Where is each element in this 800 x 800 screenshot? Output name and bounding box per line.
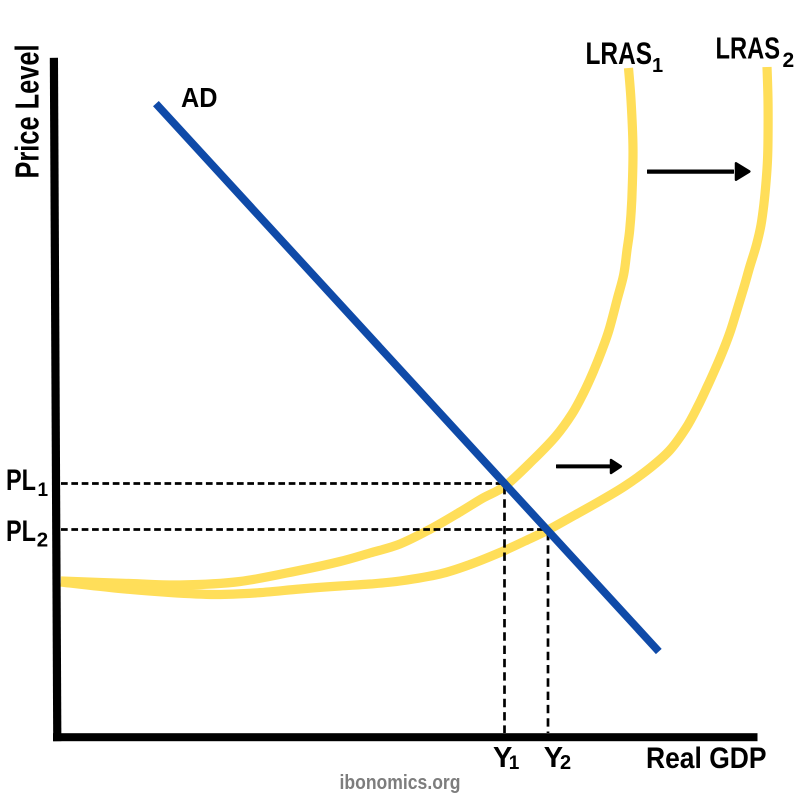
svg-text:LRAS: LRAS	[716, 31, 781, 66]
svg-text:LRAS: LRAS	[586, 35, 653, 71]
svg-text:1: 1	[509, 753, 520, 774]
svg-text:ibonomics.org: ibonomics.org	[340, 772, 461, 794]
svg-text:2: 2	[783, 49, 795, 72]
svg-text:Real GDP: Real GDP	[646, 742, 767, 775]
svg-text:PL: PL	[6, 515, 36, 548]
svg-text:AD: AD	[181, 82, 218, 113]
svg-text:Price Level: Price Level	[9, 45, 46, 179]
svg-text:Y: Y	[544, 742, 563, 774]
svg-text:Y: Y	[493, 742, 512, 774]
svg-text:2: 2	[37, 528, 48, 551]
svg-text:2: 2	[560, 752, 571, 774]
svg-text:PL: PL	[6, 464, 36, 497]
svg-text:1: 1	[652, 55, 663, 77]
svg-text:1: 1	[38, 480, 49, 501]
